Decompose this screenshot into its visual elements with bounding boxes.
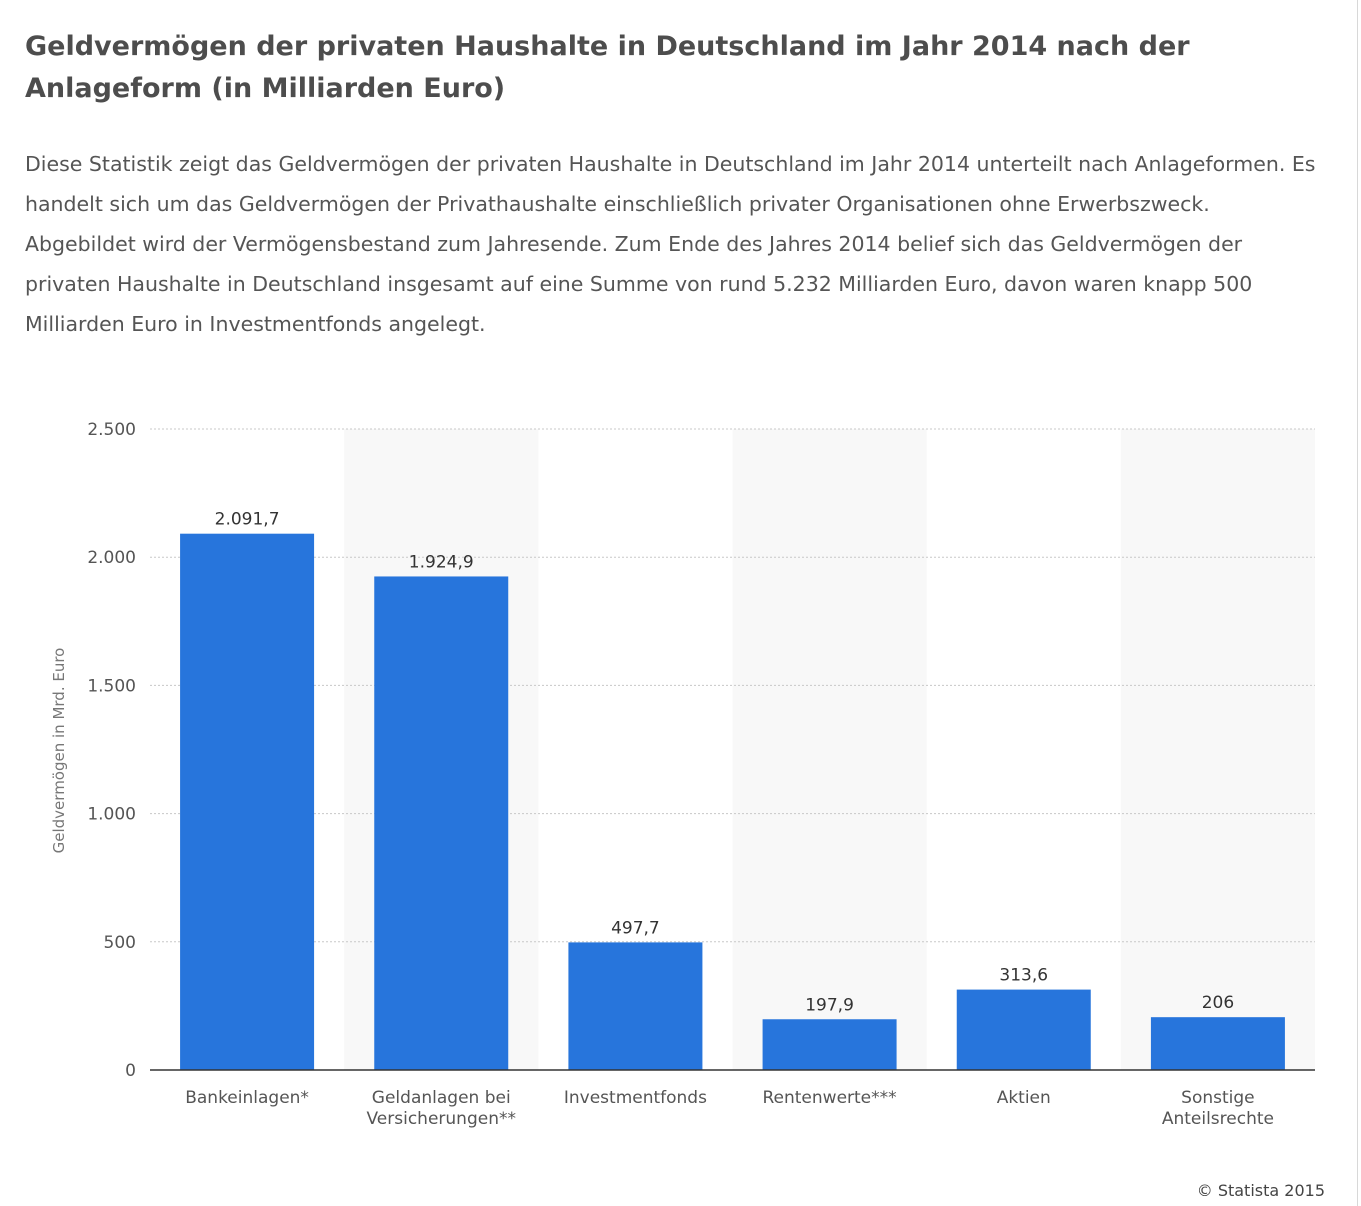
page-right-border bbox=[1357, 0, 1358, 1206]
bar bbox=[374, 576, 509, 1070]
bar bbox=[568, 942, 703, 1070]
y-tick-label: 2.500 bbox=[87, 420, 136, 440]
bar bbox=[956, 989, 1091, 1070]
value-label: 497,7 bbox=[611, 918, 660, 938]
y-tick-label: 2.000 bbox=[87, 548, 136, 568]
category-band bbox=[732, 429, 927, 1070]
category-label: Sonstige Anteilsrechte bbox=[1162, 1088, 1274, 1129]
value-label: 313,6 bbox=[999, 966, 1048, 986]
category-label: Bankeinlagen* bbox=[185, 1088, 309, 1108]
value-label: 2.091,7 bbox=[215, 510, 280, 530]
category-label: Investmentfonds bbox=[564, 1088, 707, 1108]
value-label: 206 bbox=[1202, 993, 1234, 1013]
chart-description: Diese Statistik zeigt das Geldvermögen d… bbox=[25, 152, 1316, 336]
chart-title: Geldvermögen der privaten Haushalte in D… bbox=[25, 31, 1190, 104]
category-label: Aktien bbox=[997, 1088, 1051, 1108]
bar bbox=[180, 533, 315, 1070]
bar bbox=[1150, 1017, 1285, 1070]
bar-chart: 0 500 1.000 1.500 2.000 2.500 Geldvermögen in … bbox=[50, 420, 1315, 1129]
value-label: 1.924,9 bbox=[409, 552, 474, 572]
copyright-notice: © Statista 2015 bbox=[1196, 1181, 1325, 1200]
y-tick-label: 1.000 bbox=[87, 805, 136, 825]
y-tick-label: 1.500 bbox=[87, 676, 136, 696]
y-tick-label: 0 bbox=[125, 1061, 136, 1081]
category-label: Rentenwerte*** bbox=[762, 1088, 896, 1108]
value-label: 197,9 bbox=[805, 995, 854, 1015]
category-label: Geldanlagen bei Versicherungen** bbox=[367, 1088, 516, 1129]
bar bbox=[762, 1019, 897, 1070]
category-band bbox=[1120, 429, 1315, 1070]
y-axis-label: Geldvermögen in Mrd. Euro bbox=[50, 648, 68, 854]
y-tick-label: 500 bbox=[104, 933, 136, 953]
